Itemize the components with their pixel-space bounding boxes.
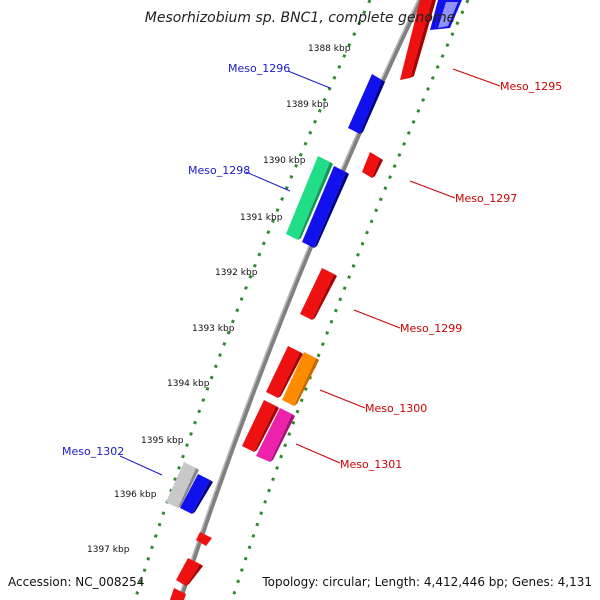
gene-meso-1301[interactable] <box>256 408 295 462</box>
tick-label-1389: 1389 kbp <box>286 100 329 110</box>
gene-blue-1298b[interactable] <box>302 166 349 248</box>
gene-label-meso-1298[interactable]: Meso_1298 <box>188 164 250 177</box>
callout-meso-1301 <box>295 443 341 464</box>
tick-label-1397: 1397 kbp <box>87 545 130 555</box>
gene-red-1301a[interactable] <box>242 400 279 452</box>
tick-label-1395: 1395 kbp <box>141 436 184 446</box>
accession-text: Accession: NC_008254 <box>8 575 144 589</box>
gene-label-meso-1300[interactable]: Meso_1300 <box>365 402 427 415</box>
callout-meso-1302 <box>119 455 163 476</box>
callout-meso-1298 <box>245 171 291 192</box>
gene-label-meso-1297[interactable]: Meso_1297 <box>455 192 517 205</box>
gene-label-meso-1296[interactable]: Meso_1296 <box>228 62 290 75</box>
gene-red-bottom-2[interactable] <box>170 588 186 600</box>
gene-meso-1297[interactable] <box>362 152 383 178</box>
gene-top-red[interactable] <box>400 0 436 80</box>
gene-label-meso-1295[interactable]: Meso_1295 <box>500 80 562 93</box>
gene-label-meso-1301[interactable]: Meso_1301 <box>340 458 402 471</box>
gene-top-blue[interactable] <box>430 0 462 30</box>
gene-meso-1296[interactable] <box>348 74 385 134</box>
callout-meso-1296 <box>287 70 331 89</box>
gene-red-1300a[interactable] <box>266 346 303 398</box>
callout-meso-1295 <box>452 68 501 87</box>
callout-meso-1297 <box>409 180 456 199</box>
tick-label-1392: 1392 kbp <box>215 268 258 278</box>
genome-backbone-highlight <box>177 0 419 600</box>
gene-meso-1300[interactable] <box>282 352 319 406</box>
map-title: Mesorhizobium sp. BNC1, complete genome <box>145 10 456 26</box>
genome-backbone <box>177 0 423 600</box>
tick-label-1388: 1388 kbp <box>308 44 351 54</box>
gene-small-red-bottom[interactable] <box>196 532 212 546</box>
gene-blue-1302b[interactable] <box>180 474 213 514</box>
gene-label-meso-1302[interactable]: Meso_1302 <box>62 445 124 458</box>
callout-meso-1299 <box>353 309 401 329</box>
outer-tick-track <box>230 0 470 600</box>
callout-meso-1300 <box>319 389 366 409</box>
tick-label-1394: 1394 kbp <box>167 379 210 389</box>
inner-tick-track <box>133 0 372 600</box>
tick-label-1396: 1396 kbp <box>114 490 157 500</box>
gene-meso-1298[interactable] <box>286 156 333 240</box>
topology-text: Topology: circular; Length: 4,412,446 bp… <box>261 575 592 589</box>
gene-label-meso-1299[interactable]: Meso_1299 <box>400 322 462 335</box>
tick-label-1391: 1391 kbp <box>240 213 283 223</box>
gene-meso-1299[interactable] <box>300 268 337 320</box>
gene-red-bottom-1[interactable] <box>176 558 203 586</box>
tick-label-1393: 1393 kbp <box>192 324 235 334</box>
gene-meso-1302[interactable] <box>166 462 199 508</box>
tick-label-1390: 1390 kbp <box>263 156 306 166</box>
